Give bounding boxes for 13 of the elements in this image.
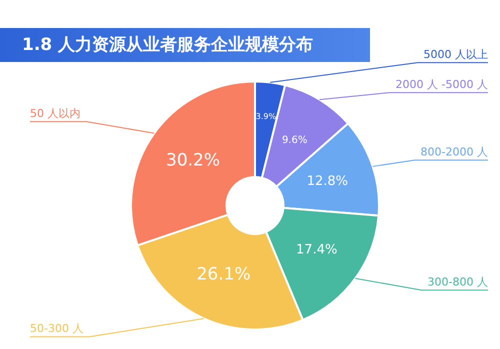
data-label: 30.2% — [166, 150, 220, 170]
data-label: 26.1% — [196, 264, 251, 284]
data-label: 12.8% — [306, 174, 348, 189]
slice-label: 2000 人 -5000 人 — [396, 78, 488, 91]
slice-label: 800-2000 人 — [420, 146, 488, 158]
data-label: 3.9% — [256, 112, 276, 121]
slice-label: 50-300 人 — [30, 322, 84, 336]
data-label: 9.6% — [282, 134, 308, 146]
slice-label: 50 人以内 — [30, 106, 80, 120]
slice-label: 5000 人以上 — [424, 48, 488, 61]
data-label: 17.4% — [296, 242, 338, 258]
slice-label: 300-800 人 — [428, 276, 488, 288]
chart-title: 1.8 人力资源从业者服务企业规模分布 — [0, 28, 370, 62]
